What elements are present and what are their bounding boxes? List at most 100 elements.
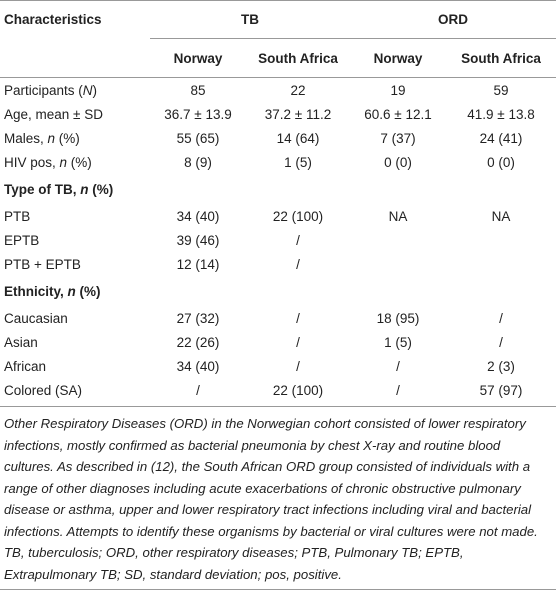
column-header: Norway [150, 38, 246, 78]
column-header: South Africa [246, 38, 350, 78]
label-part: Asian [4, 334, 38, 350]
cell: 8 (9) [184, 154, 212, 170]
row-label: EPTB [0, 228, 150, 252]
cell: 59 [493, 82, 509, 98]
cell: 22 (26) [176, 334, 220, 350]
label-part: n [47, 130, 56, 146]
cell: / [296, 310, 300, 326]
row-label: PTB + EPTB [0, 252, 150, 276]
section-label: Type of TB, n (%) [0, 174, 556, 204]
row: Participants (N) 85 22 19 59 [0, 78, 556, 103]
header-label: Characteristics [0, 0, 150, 39]
section-row: Ethnicity, n (%) [0, 276, 556, 306]
label-part: n [59, 154, 68, 170]
group-header: TB [150, 0, 350, 39]
row: PTB 34 (40) 22 (100) NA NA [0, 204, 556, 228]
row-label: Colored (SA) [0, 378, 150, 407]
row: Colored (SA)/22 (100)/57 (97) [0, 378, 556, 407]
label-part: Participants ( [4, 82, 83, 98]
cell: / [499, 310, 503, 326]
row-label: Caucasian [0, 306, 150, 330]
row: EPTB 39 (46) / [0, 228, 556, 252]
cell: 85 [190, 82, 206, 98]
label-part: (%) [88, 181, 114, 197]
cell: 34 (40) [176, 358, 220, 374]
label-part: Age, mean ± SD [4, 106, 103, 122]
cell [350, 228, 446, 252]
label-part: Colored (SA) [4, 382, 83, 398]
cell: 1 (5) [284, 154, 312, 170]
cell: / [296, 256, 300, 272]
row: African 34 (40) / / 2 (3) [0, 354, 556, 378]
cell: 34 (40) [176, 208, 220, 224]
cell: 24 (41) [479, 130, 523, 146]
label-part: PTB + EPTB [4, 256, 81, 272]
cell: 0 (0) [487, 154, 515, 170]
cell: 1 (5) [384, 334, 412, 350]
label-part: EPTB [4, 232, 40, 248]
cell: 22 (100) [272, 208, 324, 224]
row-label: Participants (N) [0, 78, 150, 103]
label-part: PTB [4, 208, 31, 224]
footnote: Other Respiratory Diseases (ORD) in the … [0, 407, 556, 590]
row: Caucasian 27 (32) / 18 (95) / [0, 306, 556, 330]
cell: 36.7 ± 13.9 [164, 106, 232, 122]
row-label: Males, n (%) [0, 126, 150, 150]
data-table: Characteristics TB ORD Norway South Afri… [0, 0, 556, 407]
label-part: Caucasian [4, 310, 68, 326]
label-part: (%) [75, 283, 101, 299]
cell: 2 (3) [487, 358, 515, 374]
cell: 14 (64) [276, 130, 320, 146]
cell: 18 (95) [376, 310, 420, 326]
row-label: PTB [0, 204, 150, 228]
label-part: ) [92, 82, 98, 98]
cell: 0 (0) [384, 154, 412, 170]
cell: / [396, 358, 400, 374]
cell: 60.6 ± 12.1 [364, 106, 432, 122]
row: PTB + EPTB 12 (14) / [0, 252, 556, 276]
cell: / [350, 378, 446, 407]
label-part: N [82, 82, 93, 98]
cell: / [296, 334, 300, 350]
row-label: Age, mean ± SD [0, 102, 150, 126]
row-label: HIV pos, n (%) [0, 150, 150, 174]
label-part: HIV pos, [4, 154, 60, 170]
cell: 7 (37) [380, 130, 416, 146]
label-part: n [80, 181, 89, 197]
cell: / [296, 232, 300, 248]
cell: 55 (65) [176, 130, 220, 146]
cell: / [499, 334, 503, 350]
header-row: Characteristics TB ORD [0, 0, 556, 39]
row-label: Asian [0, 330, 150, 354]
cell: 39 (46) [176, 232, 220, 248]
header-row: Norway South Africa Norway South Africa [0, 38, 556, 78]
header-blank [0, 38, 150, 78]
cell: 19 [390, 82, 406, 98]
column-header: Norway [350, 38, 446, 78]
label-part: Ethnicity, [4, 283, 68, 299]
label-part: n [67, 283, 76, 299]
cell: 37.2 ± 11.2 [264, 106, 332, 122]
cell [350, 252, 446, 276]
row-label: African [0, 354, 150, 378]
cell: 27 (32) [176, 310, 220, 326]
row: Age, mean ± SD 36.7 ± 13.9 37.2 ± 11.2 60.6… [0, 102, 556, 126]
column-header: South Africa [446, 38, 556, 78]
label-part: (%) [67, 154, 92, 170]
row: Asian 22 (26) / 1 (5) / [0, 330, 556, 354]
section-label: Ethnicity, n (%) [0, 276, 556, 306]
label-part: (%) [55, 130, 80, 146]
section-row: Type of TB, n (%) [0, 174, 556, 204]
cell: NA [491, 208, 511, 224]
cell: 57 (97) [446, 378, 556, 407]
row: HIV pos, n (%) 8 (9) 1 (5) 0 (0) 0 (0) [0, 150, 556, 174]
cell [446, 252, 556, 276]
label-part: Males, [4, 130, 48, 146]
label-part: African [4, 358, 47, 374]
cell: / [296, 358, 300, 374]
cell: / [150, 378, 246, 407]
cell: 22 (100) [246, 378, 350, 407]
group-header: ORD [350, 0, 556, 39]
cell: 41.9 ± 13.8 [467, 106, 535, 122]
